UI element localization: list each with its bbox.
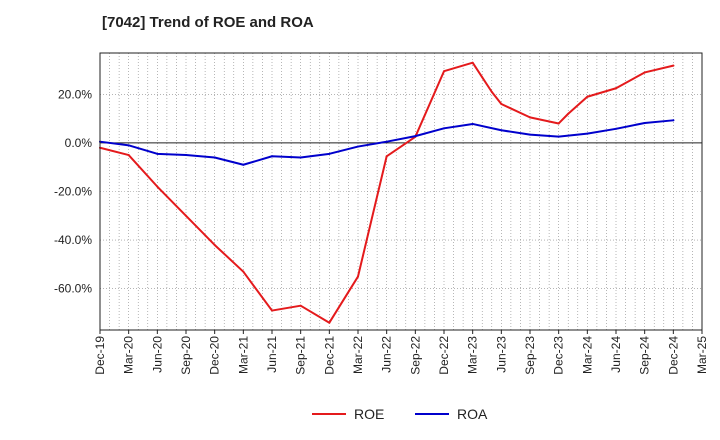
data-point-roa: [615, 127, 617, 130]
x-tick-label: Dec-19: [93, 336, 107, 375]
data-point-roe: [529, 116, 531, 119]
y-tick-label: -60.0%: [54, 282, 92, 296]
grid-layer: [100, 53, 702, 330]
x-tick-label: Mar-22: [351, 336, 365, 374]
data-point-roe: [557, 122, 560, 125]
data-point-roe: [127, 154, 130, 157]
data-point-roa: [500, 129, 503, 132]
data-point-roa: [185, 154, 187, 157]
data-point-roe: [156, 185, 159, 188]
y-tick-label: -40.0%: [54, 233, 92, 247]
x-tick-label: Mar-20: [122, 336, 136, 374]
data-point-roa: [213, 156, 216, 159]
data-point-roa: [357, 145, 359, 148]
x-tick-label: Dec-24: [666, 336, 680, 375]
legend-label-roa: ROA: [457, 406, 488, 422]
x-tick-label: Jun-21: [265, 336, 279, 373]
data-point-roe: [328, 321, 331, 324]
data-point-roe: [643, 71, 646, 74]
x-tick-label: Dec-21: [322, 336, 336, 375]
x-tick-label: Sep-24: [638, 336, 652, 375]
x-tick-label: Dec-22: [437, 336, 451, 375]
x-tick-label: Sep-20: [179, 336, 193, 375]
data-point-roa: [385, 140, 388, 143]
data-point-roa: [271, 155, 273, 158]
data-point-roe: [481, 76, 484, 79]
data-point-roa: [557, 135, 560, 138]
x-tick-label: Sep-21: [294, 336, 308, 375]
x-tick-label: Jun-24: [609, 336, 623, 373]
data-point-roe: [385, 155, 388, 158]
x-tick-label: Sep-22: [408, 336, 422, 375]
data-point-roe: [500, 103, 503, 106]
legend: ROE ROA: [312, 406, 488, 422]
data-point-roa: [471, 122, 474, 125]
x-tick-label: Dec-23: [552, 336, 566, 375]
data-point-roa: [643, 121, 646, 124]
data-point-roe: [357, 275, 359, 278]
y-tick-label: -20.0%: [54, 185, 92, 199]
data-point-roe: [586, 95, 589, 98]
x-tick-label: Sep-23: [523, 336, 537, 375]
x-tick-label: Jun-20: [150, 336, 164, 373]
data-point-roa: [443, 127, 445, 130]
data-point-roe: [242, 270, 245, 273]
chart-title: [7042] Trend of ROE and ROA: [102, 14, 314, 31]
y-tick-label: 20.0%: [58, 87, 92, 101]
data-point-roe: [672, 64, 675, 67]
data-point-roe: [299, 304, 302, 307]
x-tick-label: Mar-21: [236, 336, 250, 374]
data-point-roe: [185, 214, 187, 217]
x-tick-label: Jun-23: [494, 336, 508, 373]
data-point-roa: [242, 163, 245, 166]
x-tick-label: Dec-20: [208, 336, 222, 375]
y-tick-label: 0.0%: [65, 136, 93, 150]
x-tick-layer: Dec-19 Mar-20 Jun-20 Sep-20 Dec-20 Mar-21 Jun-…: [93, 330, 709, 375]
x-tick-label: Mar-25: [695, 336, 709, 374]
y-tick-layer: 20.0% 0.0% -20.0% -40.0% -60.0%: [54, 87, 92, 295]
data-point-roe: [615, 87, 617, 90]
data-point-roe: [471, 61, 474, 64]
x-tick-label: Mar-23: [466, 336, 480, 374]
data-point-roa: [672, 119, 675, 122]
data-point-roa: [127, 144, 130, 147]
plot-frame: [99, 52, 703, 331]
data-point-roe: [443, 70, 445, 73]
series-layer: [99, 61, 675, 324]
data-point-roa: [328, 152, 331, 155]
data-point-roa: [156, 152, 159, 155]
legend-label-roe: ROE: [354, 406, 384, 422]
data-point-roa: [529, 133, 531, 136]
data-point-roa: [586, 132, 589, 135]
data-point-roe: [567, 112, 570, 115]
data-point-roa: [299, 156, 302, 159]
data-point-roe: [213, 243, 216, 246]
x-tick-label: Mar-24: [580, 336, 594, 374]
data-point-roa: [414, 135, 417, 138]
data-point-roe: [490, 90, 493, 93]
data-point-roe: [271, 309, 273, 312]
series-line-roe: [99, 61, 675, 324]
x-tick-label: Jun-22: [380, 336, 394, 373]
